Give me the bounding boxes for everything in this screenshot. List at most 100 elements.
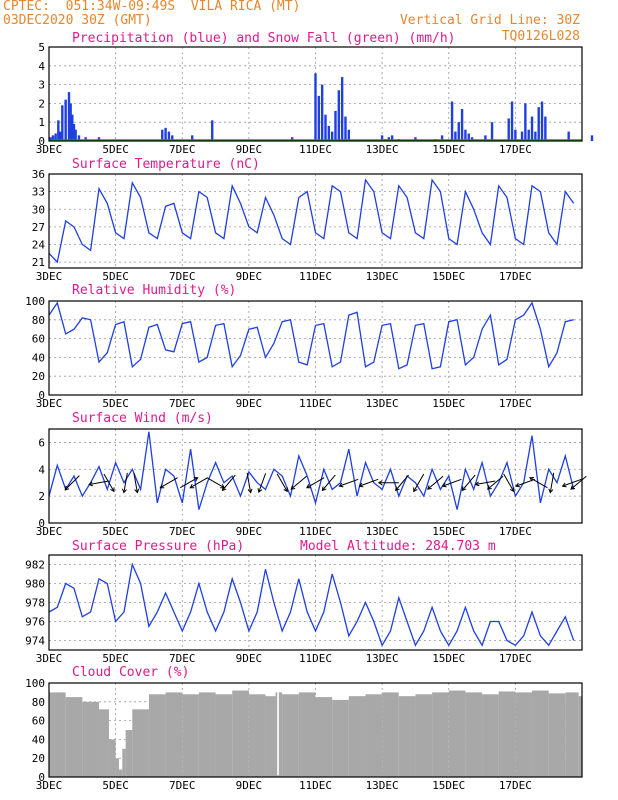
precip-bar xyxy=(440,135,444,141)
x-tick-label: 17DEC xyxy=(499,652,532,665)
wind-arrow-shaft xyxy=(64,475,80,491)
wind-arrow-head xyxy=(134,488,140,494)
precip-bar xyxy=(344,116,347,141)
wind-arrow-head xyxy=(338,482,344,488)
wind-arrow-head xyxy=(561,482,567,488)
wind-arrow-shaft xyxy=(322,474,336,491)
cloud-bar xyxy=(82,701,99,777)
precip-bar xyxy=(520,131,524,141)
y-tick-label: 2 xyxy=(38,97,45,110)
x-tick-label: 7DEC xyxy=(169,525,196,538)
y-tick-label: 0 xyxy=(38,771,45,784)
x-tick-label: 17DEC xyxy=(499,397,532,410)
x-tick-label: 17DEC xyxy=(499,270,532,283)
wind-arrow-shaft xyxy=(395,474,409,491)
x-tick-label: 7DEC xyxy=(169,652,196,665)
precip-bar xyxy=(97,137,101,141)
x-tick-label: 15DEC xyxy=(432,270,465,283)
cloud-bar xyxy=(398,696,416,777)
x-tick-label: 5DEC xyxy=(102,525,129,538)
precip-bar xyxy=(534,131,537,141)
cloud-bar xyxy=(465,692,483,777)
wind-arrow xyxy=(377,480,399,486)
cloud-bar xyxy=(382,692,399,777)
precip-bar xyxy=(540,101,544,141)
wind-arrow xyxy=(461,474,476,492)
precip-bar xyxy=(64,99,67,141)
wind-arrow-head xyxy=(110,487,115,493)
precip-bar xyxy=(567,131,570,141)
y-tick-label: 976 xyxy=(25,616,45,629)
y-tick-label: 0 xyxy=(38,517,45,530)
precip-bar xyxy=(464,129,467,141)
x-tick-label: 11DEC xyxy=(299,397,332,410)
x-tick-label: 3DEC xyxy=(36,270,63,283)
x-tick-label: 13DEC xyxy=(366,143,399,156)
wind-arrow-shaft xyxy=(549,472,555,493)
precip-bar xyxy=(51,135,55,141)
wind-arrow-head xyxy=(189,483,195,489)
precip-bar xyxy=(380,135,384,141)
wind-arrow-shaft xyxy=(123,472,128,493)
wind-arrow xyxy=(358,478,379,488)
precip-bar xyxy=(507,118,510,141)
wind-arrow-shaft xyxy=(89,480,109,485)
panel-frame xyxy=(48,46,583,142)
cloud-bar xyxy=(182,694,199,777)
precip-bar xyxy=(530,116,534,141)
y-tick-label: 60 xyxy=(32,715,45,728)
panel-frame xyxy=(48,300,583,396)
cloud-bar xyxy=(332,699,349,777)
precip-bar xyxy=(61,105,64,141)
precip-bar xyxy=(340,77,344,141)
wind-arrow-head xyxy=(515,482,520,488)
wind-arrow xyxy=(246,472,253,494)
x-tick-label: 3DEC xyxy=(36,779,63,792)
temperature-panel: Surface Temperature (nC) 21 24 27 30 33 36 3DE… xyxy=(32,157,583,283)
precip-bar xyxy=(72,124,76,141)
precip-title: Precipitation (blue) and Snow Fall (gree… xyxy=(72,31,456,46)
series-line xyxy=(48,178,575,264)
cloud-bar xyxy=(515,692,533,777)
x-tick-label: 9DEC xyxy=(236,270,263,283)
x-tick-label: 17DEC xyxy=(499,525,532,538)
x-tick-label: 15DEC xyxy=(432,525,465,538)
wind-arrow xyxy=(305,477,325,489)
cloud-bar xyxy=(365,694,383,777)
x-tick-label: 3DEC xyxy=(36,143,63,156)
cloud-bar xyxy=(448,690,466,777)
cloud-bar xyxy=(248,694,266,777)
wind-arrow-shaft xyxy=(103,473,115,492)
precip-bar xyxy=(454,131,457,141)
cloud-bar xyxy=(482,694,499,777)
cloud-bar xyxy=(278,692,283,777)
wind-arrow-head xyxy=(64,485,70,491)
wind-arrow-shaft xyxy=(339,478,359,487)
y-tick-label: 4 xyxy=(38,463,45,476)
precip-bar xyxy=(537,107,540,141)
y-tick-label: 20 xyxy=(32,752,45,765)
x-tick-label: 11DEC xyxy=(299,143,332,156)
x-tick-label: 5DEC xyxy=(102,270,129,283)
wind-arrow xyxy=(474,480,496,487)
wind-arrow-head xyxy=(529,477,535,482)
precip-bar xyxy=(337,90,341,141)
wind-arrow-head xyxy=(221,486,227,492)
precip-bar xyxy=(460,109,464,141)
wind-arrow-shaft xyxy=(133,472,138,493)
x-tick-label: 5DEC xyxy=(102,143,129,156)
y-tick-label: 36 xyxy=(32,168,45,181)
precip-bar xyxy=(324,114,327,141)
precip-panel: Precipitation (blue) and Snow Fall (gree… xyxy=(36,31,594,156)
wind-arrow xyxy=(88,480,109,487)
wind-arrow-head xyxy=(427,485,432,490)
cloud-bar xyxy=(198,692,216,777)
x-tick-label: 15DEC xyxy=(432,652,465,665)
wind-arrow-head xyxy=(88,481,94,487)
panel-frame xyxy=(48,554,583,651)
x-tick-label: 15DEC xyxy=(432,397,465,410)
x-tick-label: 9DEC xyxy=(236,143,263,156)
y-tick-label: 5 xyxy=(38,41,45,54)
wind-arrow-head xyxy=(474,481,480,487)
wind-arrow xyxy=(290,475,307,490)
